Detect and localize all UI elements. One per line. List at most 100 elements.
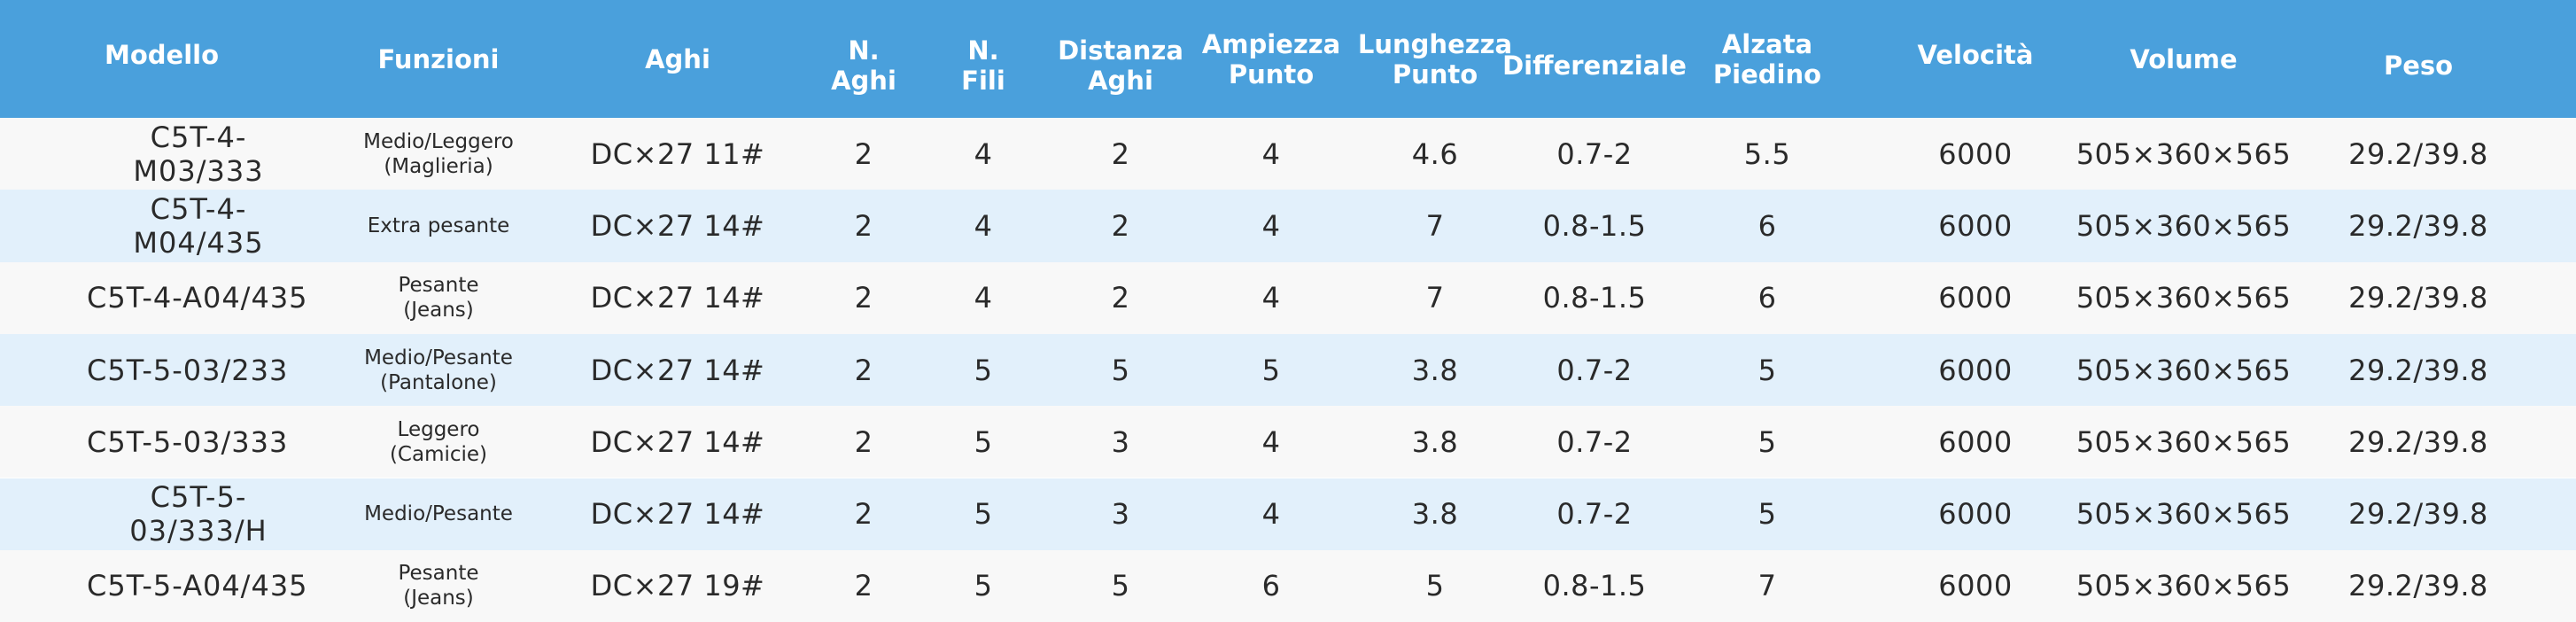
table-row: C5T-5-03/333 Leggero (Camicie) DC×27 14#… (0, 406, 2576, 478)
cell-velocita: 6000 (1938, 136, 2013, 171)
cell-n-aghi: 2 (854, 569, 873, 603)
cell-peso: 29.2/39.8 (2348, 424, 2488, 459)
header-differenziale: Differenziale (1502, 50, 1687, 81)
table-row: C5T-5-A04/435 Pesante (Jeans) DC×27 19# … (0, 549, 2576, 622)
cell-peso: 29.2/39.8 (2348, 208, 2488, 243)
cell-differenziale: 0.7-2 (1556, 353, 1633, 387)
cell-ampiezza-punto: 4 (1261, 497, 1281, 532)
cell-lunghezza-punto: 5 (1425, 569, 1445, 603)
table-header: Modello Funzioni Aghi N. Aghi N. Fili Di… (0, 0, 2576, 118)
cell-aghi: DC×27 19# (590, 569, 765, 603)
cell-volume: 505×360×565 (2076, 208, 2292, 243)
cell-velocita: 6000 (1938, 424, 2013, 459)
cell-differenziale: 0.8-1.5 (1542, 208, 1647, 243)
cell-modello: C5T-4-M03/333 (133, 120, 264, 188)
header-modello: Modello (105, 39, 220, 70)
cell-n-fili: 5 (974, 424, 993, 459)
header-peso: Peso (2383, 50, 2454, 81)
cell-n-aghi: 2 (854, 424, 873, 459)
header-n-fili: N. Fili (961, 35, 1005, 96)
cell-velocita: 6000 (1938, 281, 2013, 315)
table-body: C5T-4-M03/333 Medio/Leggero (Maglieria) … (0, 118, 2576, 622)
cell-aghi: DC×27 14# (590, 208, 765, 243)
cell-aghi: DC×27 14# (590, 281, 765, 315)
table-row: C5T-4-A04/435 Pesante (Jeans) DC×27 14# … (0, 261, 2576, 334)
cell-n-aghi: 2 (854, 353, 873, 387)
cell-volume: 505×360×565 (2076, 281, 2292, 315)
table-row: C5T-5-03/233 Medio/Pesante (Pantalone) D… (0, 333, 2576, 407)
cell-alzata-piedino: 5.5 (1743, 136, 1791, 171)
cell-differenziale: 0.7-2 (1556, 136, 1633, 171)
cell-alzata-piedino: 6 (1757, 281, 1777, 315)
cell-aghi: DC×27 14# (590, 424, 765, 459)
cell-modello: C5T-4-A04/435 (87, 281, 308, 315)
cell-velocita: 6000 (1938, 497, 2013, 532)
cell-distanza-aghi: 5 (1111, 569, 1130, 603)
cell-modello: C5T-5-03/233 (87, 353, 289, 387)
cell-ampiezza-punto: 4 (1261, 208, 1281, 243)
header-funzioni: Funzioni (377, 43, 500, 74)
cell-alzata-piedino: 5 (1757, 497, 1777, 532)
cell-n-fili: 4 (974, 208, 993, 243)
cell-differenziale: 0.7-2 (1556, 497, 1633, 532)
cell-velocita: 6000 (1938, 353, 2013, 387)
cell-volume: 505×360×565 (2076, 497, 2292, 532)
header-distanza-aghi: Distanza Aghi (1058, 35, 1183, 96)
cell-alzata-piedino: 6 (1757, 208, 1777, 243)
cell-n-aghi: 2 (854, 497, 873, 532)
cell-alzata-piedino: 5 (1757, 353, 1777, 387)
cell-n-fili: 5 (974, 497, 993, 532)
cell-peso: 29.2/39.8 (2348, 281, 2488, 315)
cell-n-aghi: 2 (854, 281, 873, 315)
cell-lunghezza-punto: 3.8 (1411, 353, 1459, 387)
cell-n-fili: 4 (974, 281, 993, 315)
cell-velocita: 6000 (1938, 208, 2013, 243)
cell-lunghezza-punto: 7 (1425, 208, 1445, 243)
cell-lunghezza-punto: 3.8 (1411, 424, 1459, 459)
cell-volume: 505×360×565 (2076, 569, 2292, 603)
cell-alzata-piedino: 7 (1757, 569, 1777, 603)
cell-peso: 29.2/39.8 (2348, 136, 2488, 171)
header-n-aghi: N. Aghi (831, 35, 896, 96)
cell-aghi: DC×27 11# (590, 136, 765, 171)
header-lunghezza-punto: Lunghezza Punto (1357, 28, 1513, 89)
header-volume: Volume (2130, 43, 2238, 74)
cell-lunghezza-punto: 4.6 (1411, 136, 1459, 171)
cell-funzioni: Pesante (Jeans) (398, 274, 479, 323)
cell-ampiezza-punto: 4 (1261, 136, 1281, 171)
table-row: C5T-5-03/333/H Medio/Pesante DC×27 14# 2… (0, 478, 2576, 550)
cell-modello: C5T-5-03/333/H (129, 480, 268, 548)
cell-volume: 505×360×565 (2076, 424, 2292, 459)
cell-ampiezza-punto: 6 (1261, 569, 1281, 603)
table-row: C5T-4-M04/435 Extra pesante DC×27 14# 2 … (0, 190, 2576, 262)
cell-distanza-aghi: 5 (1111, 353, 1130, 387)
cell-n-fili: 5 (974, 353, 993, 387)
cell-distanza-aghi: 3 (1111, 424, 1130, 459)
header-alzata-piedino: Alzata Piedino (1712, 28, 1822, 89)
cell-n-fili: 4 (974, 136, 993, 171)
cell-velocita: 6000 (1938, 569, 2013, 603)
cell-aghi: DC×27 14# (590, 497, 765, 532)
header-velocita: Velocità (1917, 39, 2034, 70)
cell-ampiezza-punto: 5 (1261, 353, 1281, 387)
cell-funzioni: Leggero (Camicie) (389, 417, 488, 466)
cell-differenziale: 0.7-2 (1556, 424, 1633, 459)
cell-modello: C5T-5-03/333 (87, 424, 289, 459)
cell-lunghezza-punto: 3.8 (1411, 497, 1459, 532)
cell-distanza-aghi: 3 (1111, 497, 1130, 532)
cell-modello: C5T-4-M04/435 (133, 191, 264, 260)
cell-peso: 29.2/39.8 (2348, 353, 2488, 387)
cell-distanza-aghi: 2 (1111, 281, 1130, 315)
header-aghi: Aghi (645, 43, 710, 74)
cell-volume: 505×360×565 (2076, 353, 2292, 387)
cell-funzioni: Medio/Leggero (Maglieria) (363, 129, 514, 178)
table-row: C5T-4-M03/333 Medio/Leggero (Maglieria) … (0, 118, 2576, 190)
cell-aghi: DC×27 14# (590, 353, 765, 387)
cell-peso: 29.2/39.8 (2348, 497, 2488, 532)
cell-funzioni: Medio/Pesante (Pantalone) (364, 346, 513, 394)
cell-funzioni: Medio/Pesante (364, 502, 513, 526)
cell-n-fili: 5 (974, 569, 993, 603)
cell-peso: 29.2/39.8 (2348, 569, 2488, 603)
cell-ampiezza-punto: 4 (1261, 424, 1281, 459)
